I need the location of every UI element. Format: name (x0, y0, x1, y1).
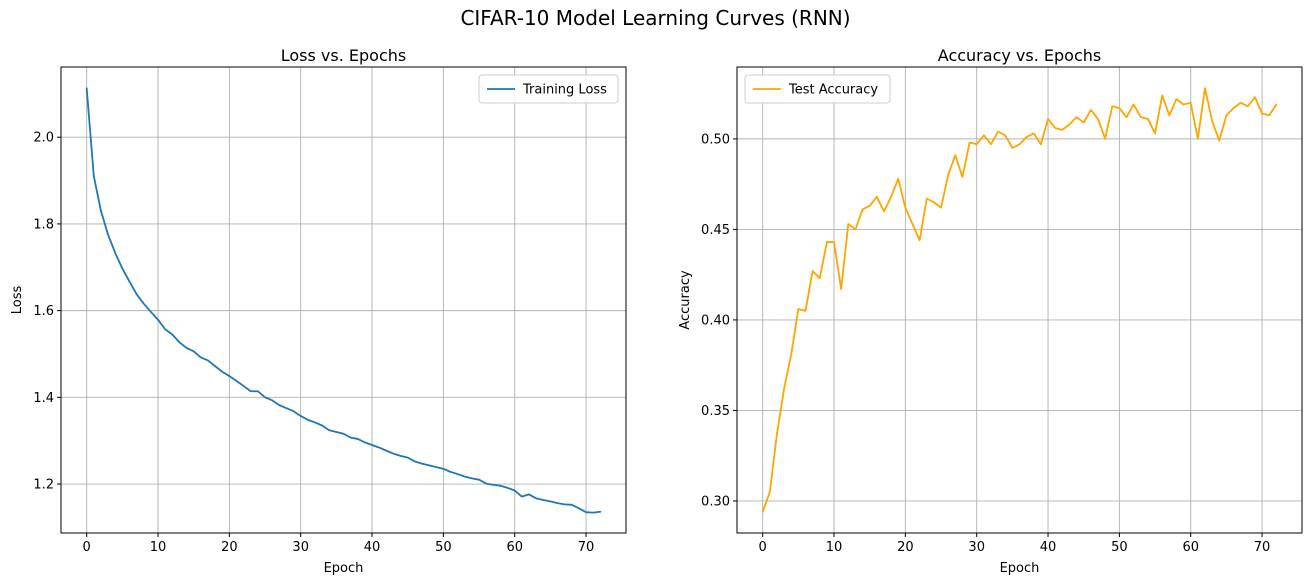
x-tick-label: 70 (578, 540, 595, 555)
x-axis-label: Epoch (324, 561, 364, 576)
legend-box (744, 74, 891, 104)
y-tick-label: 2.0 (33, 131, 54, 146)
subplot-title: Loss vs. Epochs (281, 46, 406, 65)
x-tick-label: 70 (1254, 540, 1271, 555)
x-tick-label: 10 (150, 540, 167, 555)
legend-box (478, 74, 619, 104)
x-tick-label: 0 (759, 540, 767, 555)
x-axis-label: Epoch (1000, 561, 1040, 576)
y-axis-label: Loss (10, 286, 25, 315)
x-tick-label: 10 (826, 540, 843, 555)
y-tick-label: 0.35 (701, 404, 730, 419)
x-tick-label: 20 (221, 540, 238, 555)
y-tick-label: 0.40 (701, 313, 730, 328)
x-tick-label: 0 (83, 540, 91, 555)
x-tick-label: 60 (1182, 540, 1199, 555)
figure-suptitle: CIFAR-10 Model Learning Curves (RNN) (460, 6, 851, 30)
y-tick-label: 0.30 (701, 494, 730, 509)
y-tick-label: 1.6 (33, 304, 54, 319)
y-tick-label: 1.8 (33, 217, 54, 232)
series-line-loss (85, 87, 602, 514)
x-tick-label: 60 (506, 540, 523, 555)
y-tick-label: 0.45 (701, 223, 730, 238)
x-tick-label: 30 (968, 540, 985, 555)
x-tick-label: 40 (364, 540, 381, 555)
subplot-accuracy: 0 10 20 30 40 50 60 70 0.30 0.35 0.40 0.45 0.50 Accur… (678, 46, 1303, 576)
legend-label: Training Loss (522, 83, 607, 98)
legend-label: Test Accuracy (788, 83, 878, 98)
axes-frame (736, 66, 1303, 534)
series-line-accuracy (761, 87, 1278, 513)
x-tick-label: 50 (435, 540, 452, 555)
y-tick-label: 0.50 (701, 132, 730, 147)
axes-frame (60, 66, 627, 534)
x-tick-label: 50 (1111, 540, 1128, 555)
y-tick-label: 1.4 (33, 391, 54, 406)
y-axis-label: Accuracy (678, 270, 693, 330)
subplot-title: Accuracy vs. Epochs (938, 46, 1101, 65)
x-tick-label: 20 (897, 540, 914, 555)
legend: Training Loss (478, 74, 619, 104)
y-tick-label: 1.2 (33, 478, 54, 493)
legend: Test Accuracy (744, 74, 891, 104)
x-tick-label: 30 (292, 540, 309, 555)
x-tick-label: 40 (1040, 540, 1057, 555)
subplot-loss: 0 10 20 30 40 50 60 70 1.2 1.4 1.6 1.8 2.0 Loss vs. E… (10, 46, 627, 576)
